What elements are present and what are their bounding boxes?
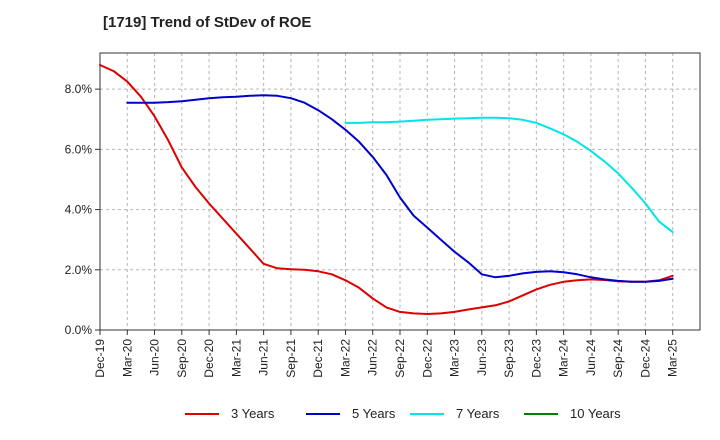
y-tick-label: 8.0% bbox=[65, 82, 93, 96]
x-tick-label: Jun-23 bbox=[475, 339, 489, 376]
tick-label-layer: 0.0% 2.0% 4.0% 6.0% 8.0% Dec-19 Mar-20 Jun-20 Se… bbox=[65, 82, 680, 378]
x-tick-label: Jun-22 bbox=[366, 339, 380, 376]
y-tick-label: 4.0% bbox=[65, 203, 93, 217]
legend: 3 Years 5 Years 7 Years 10 Years bbox=[0, 400, 720, 430]
series-line-5-years bbox=[126, 94, 674, 283]
y-tick-label: 0.0% bbox=[65, 323, 93, 337]
x-tick-label: Sep-24 bbox=[611, 339, 625, 378]
x-tick-label: Dec-24 bbox=[638, 339, 652, 378]
x-tick-label: Sep-22 bbox=[393, 339, 407, 378]
legend-item: 10 Years bbox=[524, 406, 621, 421]
x-tick-label: Jun-21 bbox=[257, 339, 271, 376]
x-tick-label: Dec-21 bbox=[311, 339, 325, 378]
x-tick-label: Dec-22 bbox=[420, 339, 434, 378]
x-tick-label: Mar-22 bbox=[338, 339, 352, 377]
x-tick-label: Jun-24 bbox=[584, 339, 598, 376]
y-tick-label: 6.0% bbox=[65, 142, 93, 156]
chart-title: [1719] Trend of StDev of ROE bbox=[103, 14, 312, 31]
legend-label: 7 Years bbox=[456, 406, 500, 421]
x-tick-label: Mar-20 bbox=[120, 339, 134, 377]
grid-layer bbox=[100, 53, 700, 330]
legend-swatch bbox=[410, 412, 444, 415]
legend-item: 7 Years bbox=[410, 406, 499, 421]
x-tick-label: Mar-21 bbox=[229, 339, 243, 377]
x-tick-label: Sep-21 bbox=[284, 339, 298, 378]
x-tick-label: Mar-24 bbox=[557, 339, 571, 377]
legend-item: 5 Years bbox=[306, 406, 395, 421]
x-tick-label: Dec-20 bbox=[202, 339, 216, 378]
y-tick-label: 2.0% bbox=[65, 263, 93, 277]
legend-label: 10 Years bbox=[570, 406, 621, 421]
x-tick-label: Sep-20 bbox=[175, 339, 189, 378]
axis-layer bbox=[95, 52, 701, 335]
x-tick-label: Mar-25 bbox=[666, 339, 680, 377]
x-tick-label: Sep-23 bbox=[502, 339, 516, 378]
legend-label: 3 Years bbox=[231, 406, 275, 421]
legend-swatch bbox=[306, 412, 340, 415]
series-line-7-years bbox=[344, 116, 674, 234]
legend-swatch bbox=[524, 412, 558, 415]
x-tick-label: Jun-20 bbox=[148, 339, 162, 376]
x-tick-label: Mar-23 bbox=[448, 339, 462, 377]
legend-label: 5 Years bbox=[352, 406, 396, 421]
x-tick-label: Dec-19 bbox=[93, 339, 107, 378]
series-layer bbox=[99, 64, 674, 315]
legend-item: 3 Years bbox=[185, 406, 274, 421]
series-line-3-years bbox=[99, 64, 674, 315]
x-tick-label: Dec-23 bbox=[529, 339, 543, 378]
legend-swatch bbox=[185, 412, 219, 415]
